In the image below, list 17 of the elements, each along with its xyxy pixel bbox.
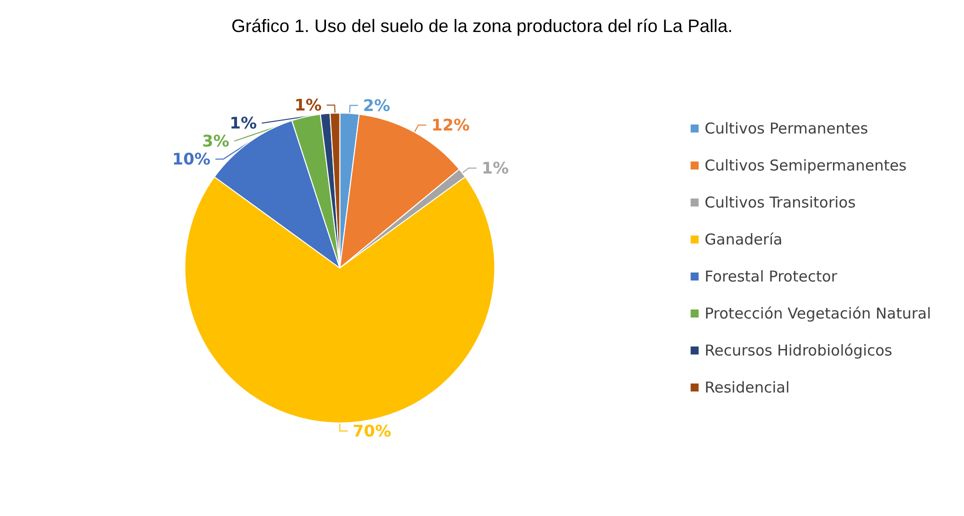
data-label: 1% [294,96,322,115]
legend-label: Forestal Protector [704,268,838,286]
data-label: 1% [482,158,509,178]
legend-label: Ganadería [704,230,782,248]
legend-label: Cultivos Semipermanentes [704,156,907,174]
legend-label: Protección Vegetación Natural [704,304,932,322]
data-label: 12% [431,116,470,135]
legend-label: Cultivos Transitorios [704,194,856,212]
legend-label: Cultivos Permanentes [704,120,868,138]
chart-title: Gráfico 1. Uso del suelo de la zona productora del río La Palla. [231,16,733,36]
data-label: 10% [172,150,210,169]
legend-label: Recursos Hidrobiológicos [704,342,892,360]
legend-label: Residencial [704,378,790,396]
data-label: 2% [363,96,390,115]
data-label: 70% [352,422,392,440]
data-label: 1% [230,114,257,133]
data-label: 3% [202,132,230,151]
